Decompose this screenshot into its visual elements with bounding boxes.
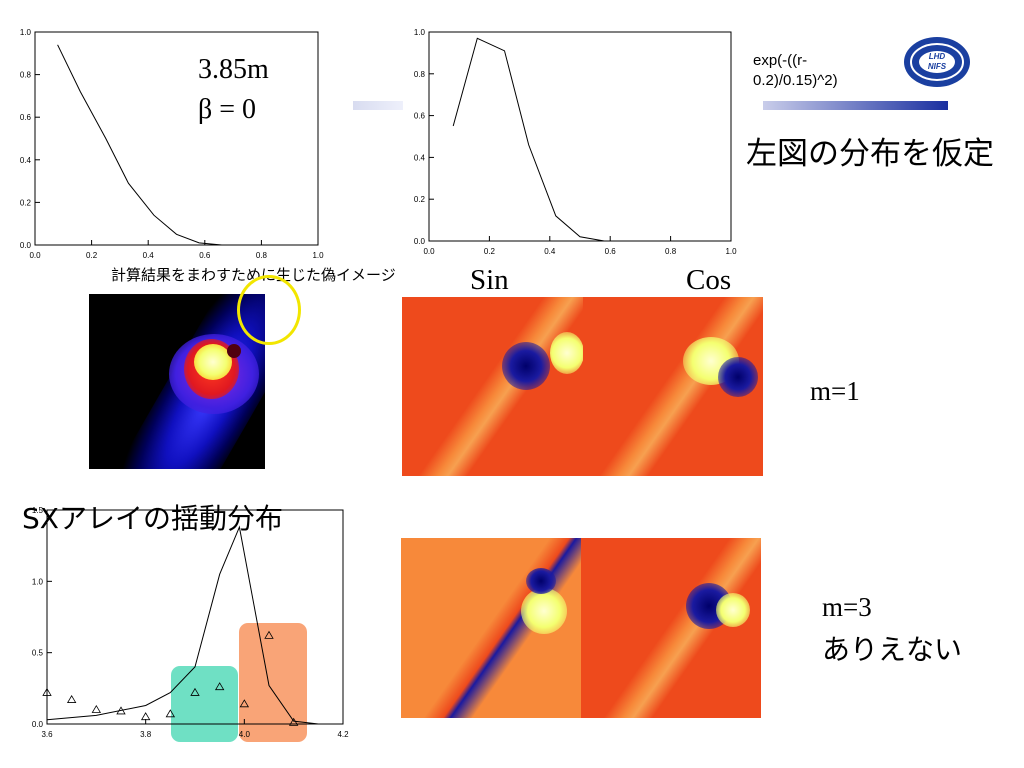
sx-image-blob-core — [227, 344, 241, 358]
teal-highlight-box — [171, 666, 238, 742]
cos-label: Cos — [686, 264, 732, 296]
plot-middle-xtick-label: 0.2 — [484, 247, 496, 256]
plot-middle-series-line — [452, 37, 605, 242]
m3-sin-yellow-blob — [521, 588, 567, 634]
svg-text:LHD: LHD — [929, 52, 946, 61]
plot-left-frame — [34, 31, 319, 246]
orange-highlight-box — [239, 623, 307, 742]
m1-sin-streak — [409, 297, 583, 476]
profile-plot-middle: 0.0 0.2 0.4 0.6 0.8 1.0 0.0 0.2 0.4 0.6 0.8 1.0 — [414, 28, 737, 256]
m1-sin-blue-blob — [502, 342, 550, 390]
plot-middle-xtick-label: 0.0 — [423, 247, 435, 256]
plot-left-xtick-label: 0.2 — [86, 251, 98, 260]
plot-left-ytick-label: 0.6 — [20, 113, 32, 122]
m3-label: m=3 — [822, 592, 872, 622]
sin-label: Sin — [470, 264, 509, 296]
formula-line-2: 0.2)/0.15)^2) — [753, 72, 838, 89]
m3-cos-yellow-blob — [716, 593, 750, 627]
sx-fluctuation-plot: 3.6 3.8 4.0 4.2 0.0 0.5 1.0 1.5 — [32, 506, 349, 742]
radial-position-label: 3.85m — [198, 54, 269, 85]
m3-note: ありえない — [822, 633, 963, 666]
plot-sx-triangle-marker — [140, 712, 151, 721]
plot-sx-xtick-label: 3.8 — [140, 730, 152, 739]
plot-sx-triangle-marker — [214, 682, 225, 691]
lhd-nifs-logo-icon: LHD NIFS — [904, 37, 970, 87]
m1-label: m=1 — [810, 376, 860, 406]
plot-sx-ytick-label: 1.5 — [32, 506, 44, 515]
plot-left-series-line — [57, 44, 248, 246]
plot-left-xtick-label: 0.8 — [256, 251, 268, 260]
m1-cos-panel — [583, 297, 763, 476]
plot-middle-ytick-label: 0.4 — [414, 153, 426, 162]
formula-line-1: exp(-((r- — [753, 52, 808, 69]
plot-left-xtick-label: 0.4 — [143, 251, 155, 260]
m3-sin-blue-blob — [526, 568, 556, 594]
plot-left-ytick-label: 0.4 — [20, 156, 32, 165]
plot-sx-triangle-marker — [264, 630, 274, 639]
plot-sx-triangle-marker — [288, 717, 299, 726]
plot-left-xtick-label: 0.0 — [29, 251, 41, 260]
plot-left-ytick-label: 0.8 — [20, 71, 32, 80]
plot-sx-triangle-marker — [66, 694, 77, 703]
plot-sx-triangle-marker — [190, 687, 200, 696]
plot-middle-xtick-label: 0.8 — [665, 247, 677, 256]
plot-middle-ytick-label: 0.0 — [414, 237, 426, 246]
plot-sx-triangle-marker — [239, 699, 250, 708]
plot-sx-xtick-label: 4.2 — [337, 730, 349, 739]
m3-cos-streak — [588, 538, 761, 718]
plot-left-ytick-label: 0.0 — [20, 241, 32, 250]
plot-left-ytick-label: 1.0 — [20, 28, 32, 37]
beta-label: β = 0 — [198, 94, 257, 125]
formula-underline-bar — [763, 101, 948, 110]
plot-sx-ytick-label: 0.0 — [32, 720, 44, 729]
m1-sin-panel — [402, 297, 583, 476]
plot-middle-ytick-label: 0.8 — [414, 70, 426, 79]
sx-image-blob-yellow — [194, 344, 232, 380]
plot-sx-triangle-marker — [42, 687, 52, 696]
artifact-note: 計算結果をまわすために生じた偽イメージ — [111, 266, 396, 284]
plot-sx-ytick-label: 1.0 — [32, 577, 44, 586]
plot-left-xtick-label: 1.0 — [312, 251, 324, 260]
plot-middle-ytick-label: 1.0 — [414, 28, 426, 37]
m1-sin-yellow-blob — [550, 332, 583, 374]
plot-left-xtick-label: 0.6 — [199, 251, 211, 260]
m3-sin-panel — [401, 538, 581, 718]
profile-plot-left: 0.0 0.2 0.4 0.6 0.8 1.0 0.0 0.2 0.4 0.6 0.8 1.0 — [20, 28, 324, 260]
svg-text:NIFS: NIFS — [928, 62, 947, 71]
plot-sx-triangle-marker — [91, 704, 102, 713]
plot-sx-triangle-marker — [165, 709, 176, 718]
artifact-highlight-circle — [237, 275, 301, 345]
plot-middle-xtick-label: 1.0 — [725, 247, 737, 256]
sx-tomography-image — [89, 294, 265, 469]
plot-sx-series-line — [46, 525, 319, 725]
plot-middle-ytick-label: 0.2 — [414, 195, 426, 204]
plot-middle-xtick-label: 0.4 — [544, 247, 556, 256]
minus-sign — [353, 101, 403, 110]
plot-middle-ytick-label: 0.6 — [414, 112, 426, 121]
m3-cos-panel — [581, 538, 761, 718]
m1-cos-blue-blob — [718, 357, 758, 397]
plot-sx-xtick-label: 4.0 — [239, 730, 251, 739]
assumption-text: 左図の分布を仮定 — [746, 136, 994, 172]
plot-sx-ytick-label: 0.5 — [32, 649, 44, 658]
plot-left-ytick-label: 0.2 — [20, 198, 32, 207]
plot-middle-xtick-label: 0.6 — [605, 247, 617, 256]
sx-array-title: SXアレイの揺動分布 — [22, 502, 283, 535]
plot-sx-frame — [46, 509, 344, 725]
plot-middle-frame — [428, 31, 732, 242]
plot-sx-triangle-marker — [116, 706, 126, 715]
plot-sx-xtick-label: 3.6 — [41, 730, 53, 739]
